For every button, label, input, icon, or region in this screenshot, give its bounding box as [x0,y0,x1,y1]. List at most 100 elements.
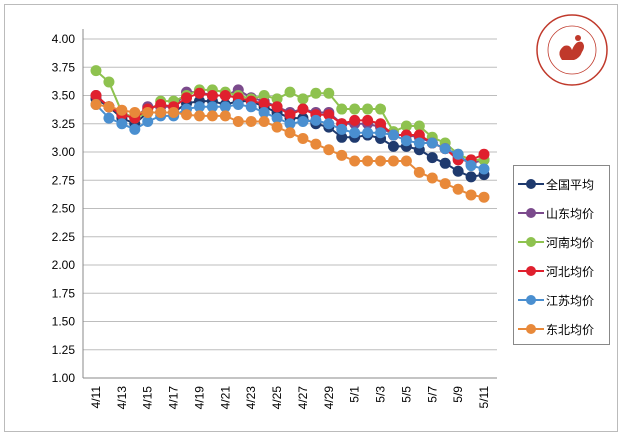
data-point [193,110,205,122]
data-point [349,103,361,115]
data-point [206,110,218,122]
data-point [206,90,218,101]
data-point [375,118,387,130]
legend-label: 山东均价 [546,206,595,221]
y-tick-label: 1.75 [52,286,76,300]
x-tick-label: 4/11 [89,386,103,409]
x-tick-label: 4/29 [322,386,336,410]
y-tick-label: 1.50 [52,315,76,329]
data-point [426,152,438,164]
data-point [155,106,167,118]
data-point [439,157,451,169]
x-tick-label: 5/9 [451,386,465,403]
data-point [387,129,399,141]
data-point [219,90,231,101]
data-point [426,137,438,149]
legend-label: 河北均价 [546,264,595,279]
data-point [271,121,283,133]
data-point [478,191,490,203]
data-point [142,115,154,127]
data-point [284,118,296,130]
legend-marker [518,236,544,248]
data-point [413,137,425,149]
y-tick-label: 3.00 [52,145,76,159]
y-tick-label: 1.00 [52,371,76,385]
data-point [400,155,412,167]
data-point [284,86,296,98]
data-point [413,129,425,141]
legend: 全国平均 山东均价 河南均价 河北均价 江苏均价 东北均价 [513,165,610,345]
data-point [375,155,387,167]
data-point [271,112,283,124]
legend-item: 河北均价 [518,261,594,281]
data-point [142,106,154,118]
data-point [245,115,257,127]
data-point [155,99,167,111]
data-point [413,166,425,178]
data-point [323,109,335,121]
x-tick-label: 5/5 [399,386,413,403]
x-tick-label: 4/15 [141,386,155,410]
data-point [297,93,309,105]
data-point [232,99,244,111]
data-point [181,109,193,121]
x-tick-label: 4/23 [244,386,258,410]
data-point [387,140,399,152]
data-point [349,155,361,167]
data-point [103,101,115,113]
data-point [90,90,102,101]
poultry-bulletin-logo [536,14,608,86]
data-point [375,127,387,139]
data-point [349,114,361,126]
chart-frame [4,4,618,432]
legend-item: 山东均价 [518,203,594,223]
legend-marker [518,207,544,219]
data-point [103,112,115,124]
data-point [323,144,335,156]
data-point [206,101,218,113]
x-tick-label: 5/7 [425,386,439,403]
data-point [232,115,244,127]
x-tick-label: 4/21 [218,386,232,410]
legend-item: 江苏均价 [518,290,594,310]
data-point [439,143,451,155]
data-point [336,149,348,161]
data-point [310,114,322,126]
data-point [413,120,425,132]
data-point [219,110,231,122]
data-point [465,189,477,201]
data-point [478,163,490,175]
y-tick-label: 3.50 [52,89,76,103]
data-point [400,120,412,132]
data-point [439,178,451,190]
data-point [336,123,348,135]
x-tick-label: 5/11 [477,386,491,409]
legend-label: 河南均价 [546,235,595,250]
data-point [116,104,128,116]
data-point [452,148,464,160]
data-point [400,135,412,147]
data-point [297,103,309,115]
data-point [336,103,348,115]
y-tick-label: 2.50 [52,202,76,216]
y-tick-label: 3.75 [52,60,76,74]
data-point [465,171,477,183]
x-tick-label: 4/27 [296,386,310,410]
y-tick-label: 2.25 [52,230,76,244]
data-point [478,148,490,160]
data-point [362,155,374,167]
data-point [284,127,296,139]
legend-marker [518,323,544,335]
legend-marker [518,294,544,306]
data-point [323,87,335,99]
data-point [297,132,309,144]
data-point [465,160,477,172]
data-point [90,99,102,111]
legend-label: 江苏均价 [546,293,595,308]
x-tick-label: 4/13 [115,386,129,410]
x-tick-label: 4/19 [192,386,206,410]
data-point [168,106,180,118]
data-point [258,90,270,101]
